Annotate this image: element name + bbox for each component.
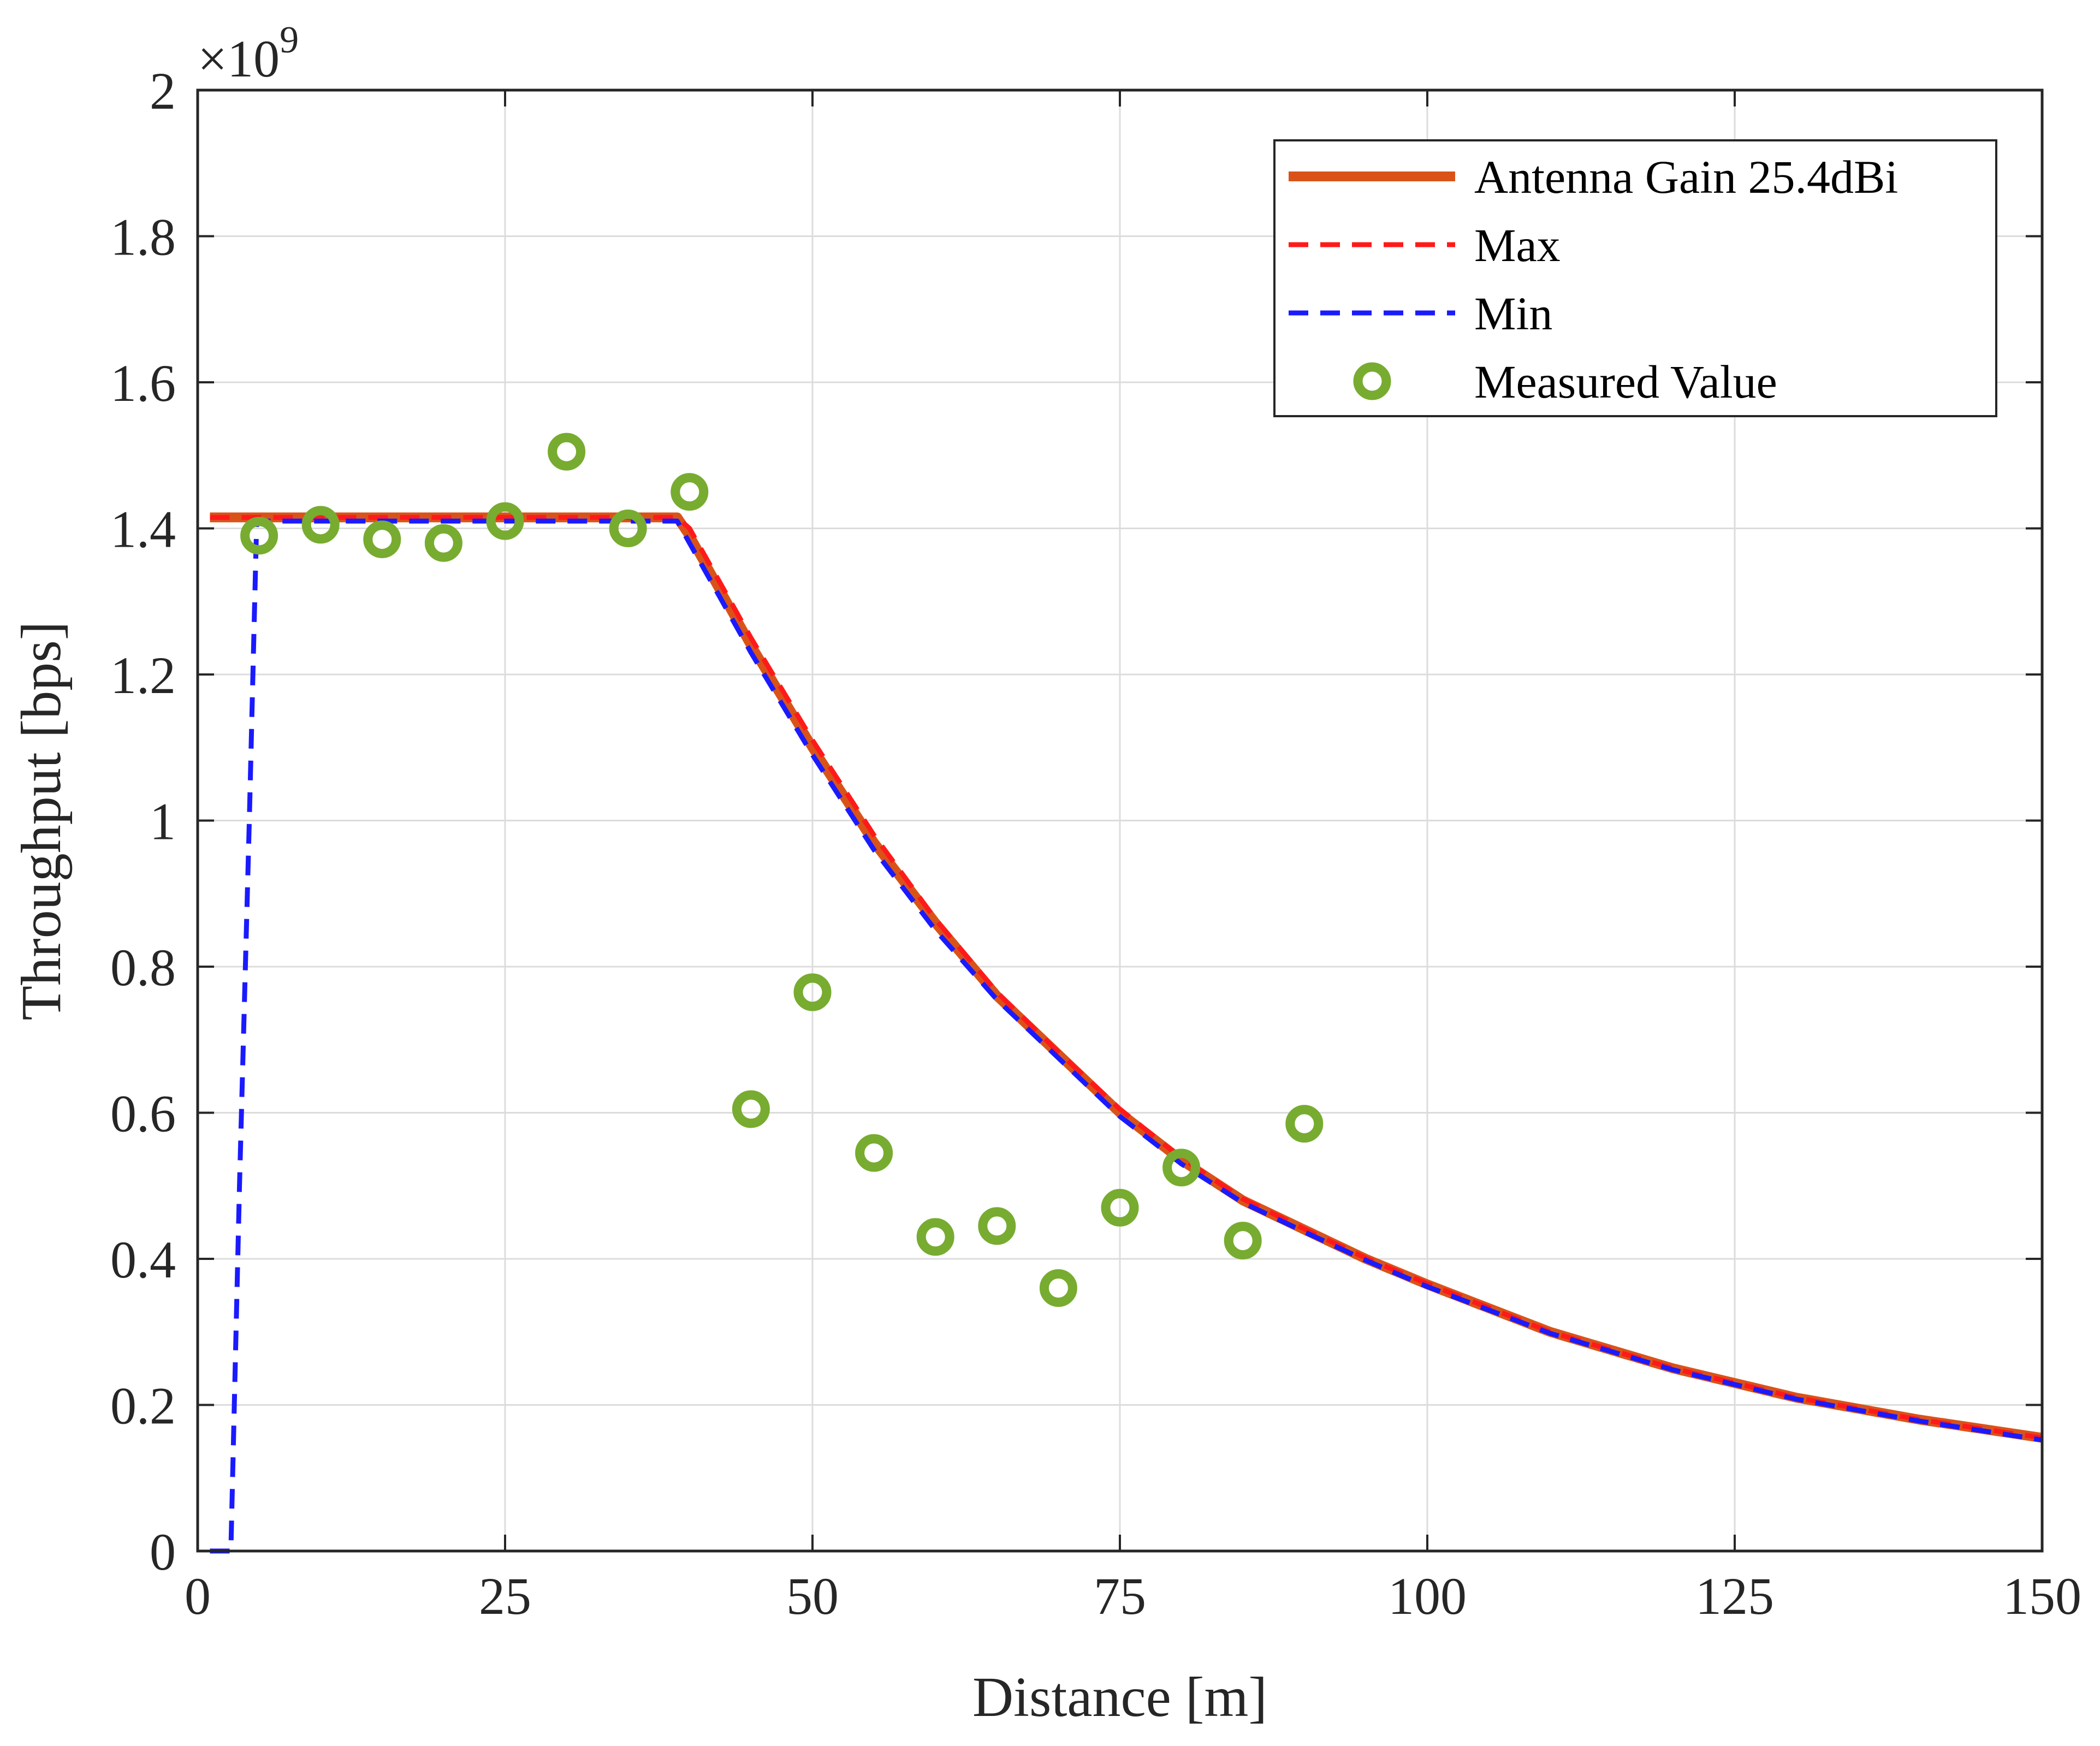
y-tick-label: 0.8 xyxy=(110,938,176,997)
measured-point xyxy=(1162,1149,1201,1187)
y-tick-label: 0.6 xyxy=(110,1085,176,1143)
y-axis-exponent: ×109 xyxy=(198,19,299,88)
x-axis-label: Distance [m] xyxy=(972,1666,1267,1729)
x-tick-label: 125 xyxy=(1695,1567,1774,1625)
legend-entry-measured: Measured Value xyxy=(1353,356,1777,408)
y-axis-exponent-base: ×10 xyxy=(198,29,280,88)
legend-swatch-measured xyxy=(1353,362,1391,400)
legend-label-max: Max xyxy=(1474,219,1561,271)
legend-entry-antenna-gain: Antenna Gain 25.4dBi xyxy=(1289,151,1898,203)
legend-entry-max: Max xyxy=(1289,219,1561,271)
x-tick-label: 50 xyxy=(786,1567,839,1625)
measured-point xyxy=(548,433,586,471)
y-tick-label: 0 xyxy=(150,1523,176,1581)
grid-lines xyxy=(198,90,2042,1551)
measured-point xyxy=(363,520,401,559)
measured-point xyxy=(671,473,709,511)
y-tick-label: 1.6 xyxy=(110,354,176,412)
series-layer xyxy=(210,433,2043,1554)
x-tick-label: 150 xyxy=(2003,1567,2081,1625)
measured-point xyxy=(978,1207,1016,1245)
y-tick-label: 1.4 xyxy=(110,500,176,559)
series-line-max xyxy=(210,514,2043,1441)
measured-point xyxy=(1101,1188,1139,1227)
y-tick-label: 1.2 xyxy=(110,646,176,705)
y-tick-label: 2 xyxy=(150,62,176,120)
measured-point xyxy=(855,1134,893,1172)
measured-point xyxy=(240,517,278,555)
measured-point xyxy=(1224,1222,1262,1260)
measured-point xyxy=(424,524,462,562)
measured-point xyxy=(609,510,647,547)
legend-label-antenna-gain: Antenna Gain 25.4dBi xyxy=(1474,151,1898,203)
measured-point xyxy=(916,1218,954,1256)
y-tick-label: 1.8 xyxy=(110,208,176,267)
x-tick-label: 100 xyxy=(1388,1567,1467,1625)
y-axis-label: Throughput [bps] xyxy=(10,622,73,1021)
measured-point xyxy=(1285,1105,1324,1143)
axis-ticks xyxy=(197,89,2043,1552)
x-tick-label: 25 xyxy=(479,1567,531,1625)
y-tick-label: 0.4 xyxy=(110,1230,176,1289)
legend-entry-min: Min xyxy=(1289,287,1552,340)
measured-point xyxy=(793,973,832,1011)
legend-box xyxy=(1273,139,1997,417)
legend-label-measured: Measured Value xyxy=(1474,356,1777,408)
x-tick-label: 75 xyxy=(1094,1567,1146,1625)
legend: Antenna Gain 25.4dBi Max Min Measured Va… xyxy=(1273,139,1997,417)
x-tick-label: 0 xyxy=(185,1567,211,1625)
x-tick-labels: 0 25 50 75 100 125 150 xyxy=(185,1567,2081,1625)
legend-label-min: Min xyxy=(1474,287,1552,340)
y-axis-exponent-power: 9 xyxy=(280,19,299,61)
y-tick-label: 1 xyxy=(150,792,176,851)
y-tick-label: 0.2 xyxy=(110,1377,176,1435)
measured-point xyxy=(1039,1269,1077,1307)
measured-point xyxy=(486,502,524,540)
measured-point xyxy=(732,1090,770,1128)
measured-point xyxy=(301,506,340,544)
y-tick-labels: 0 0.2 0.4 0.6 0.8 1 1.2 1.4 1.6 1.8 2 xyxy=(110,62,176,1581)
